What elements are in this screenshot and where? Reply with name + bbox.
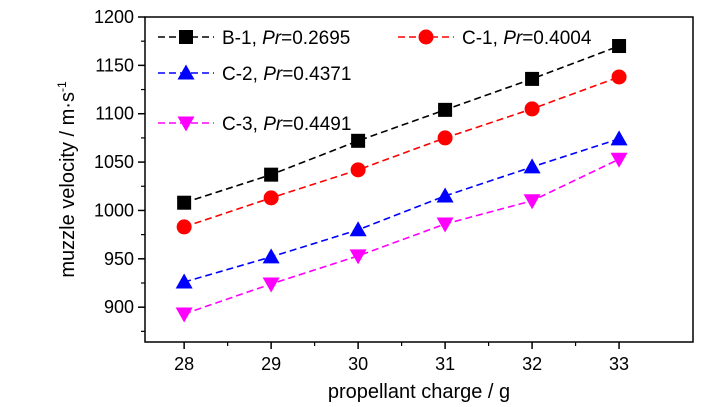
series-4 xyxy=(175,152,628,323)
data-point xyxy=(523,194,541,210)
x-axis-title: propellant charge / g xyxy=(328,381,510,403)
legend-item-4: C-3, Pr=0.4491 xyxy=(158,114,351,135)
series-1 xyxy=(177,39,627,210)
series-2 xyxy=(176,69,627,235)
y-axis-title-main: muzzle velocity / m·s xyxy=(57,92,79,278)
data-point xyxy=(611,69,627,85)
data-point xyxy=(177,195,192,210)
x-tick-label: 33 xyxy=(609,354,629,374)
data-point xyxy=(351,133,366,148)
x-tick-label: 30 xyxy=(348,354,368,374)
plot-area xyxy=(175,39,628,323)
y-tick-label: 950 xyxy=(104,249,134,269)
legend-marker xyxy=(177,116,195,132)
data-point xyxy=(436,217,454,233)
x-tick-label: 31 xyxy=(435,354,455,374)
legend-marker xyxy=(179,30,193,44)
x-tick-label: 29 xyxy=(261,354,281,374)
data-point xyxy=(524,101,540,117)
data-point xyxy=(610,152,628,168)
data-point xyxy=(264,167,279,182)
y-tick-label: 1000 xyxy=(94,200,134,220)
data-point xyxy=(349,221,367,237)
y-axis-title-exponent: -1 xyxy=(55,81,69,92)
data-point xyxy=(436,187,454,203)
y-tick-label: 1150 xyxy=(95,55,134,75)
series-line xyxy=(183,138,620,283)
data-point xyxy=(350,162,366,178)
legend-item-3: C-2, Pr=0.4371 xyxy=(158,64,351,85)
legend-label: C-2, Pr=0.4371 xyxy=(222,64,351,85)
data-point xyxy=(437,130,453,146)
axis-ticks: 28 29 30 31 32 33 900 950 1000 1050 1100 1150 1200 xyxy=(94,7,629,374)
y-tick-label: 1100 xyxy=(95,104,134,124)
y-tick-label: 900 xyxy=(104,297,134,317)
x-tick-label: 28 xyxy=(174,354,194,374)
series-line xyxy=(183,76,620,228)
y-tick-label: 1200 xyxy=(94,7,134,27)
data-point xyxy=(175,307,193,323)
y-tick-label: 1050 xyxy=(94,152,134,172)
data-point xyxy=(263,190,279,206)
data-point xyxy=(175,273,193,289)
y-axis-title: muzzle velocity / m·s-1 xyxy=(55,81,79,278)
legend-label: C-3, Pr=0.4491 xyxy=(222,114,351,135)
legend-item-2: C-1, Pr=0.4004 xyxy=(398,28,592,49)
legend: B-1, Pr=0.2695 C-1, Pr=0.4004 C-2, Pr=0.43… xyxy=(158,28,592,135)
x-tick-label: 32 xyxy=(522,354,542,374)
plot-frame xyxy=(144,16,694,343)
data-point xyxy=(525,71,540,86)
data-point xyxy=(438,102,453,117)
legend-marker xyxy=(177,64,195,80)
data-point xyxy=(612,39,627,54)
data-point xyxy=(262,248,280,264)
data-point xyxy=(523,158,541,174)
legend-label: B-1, Pr=0.2695 xyxy=(222,28,350,49)
legend-marker xyxy=(418,29,434,45)
series-3 xyxy=(175,130,628,289)
data-point xyxy=(610,130,628,146)
data-point xyxy=(262,277,280,293)
data-point xyxy=(349,249,367,265)
data-point xyxy=(176,219,192,235)
legend-label: C-1, Pr=0.4004 xyxy=(462,28,592,49)
legend-item-1: B-1, Pr=0.2695 xyxy=(158,28,350,49)
